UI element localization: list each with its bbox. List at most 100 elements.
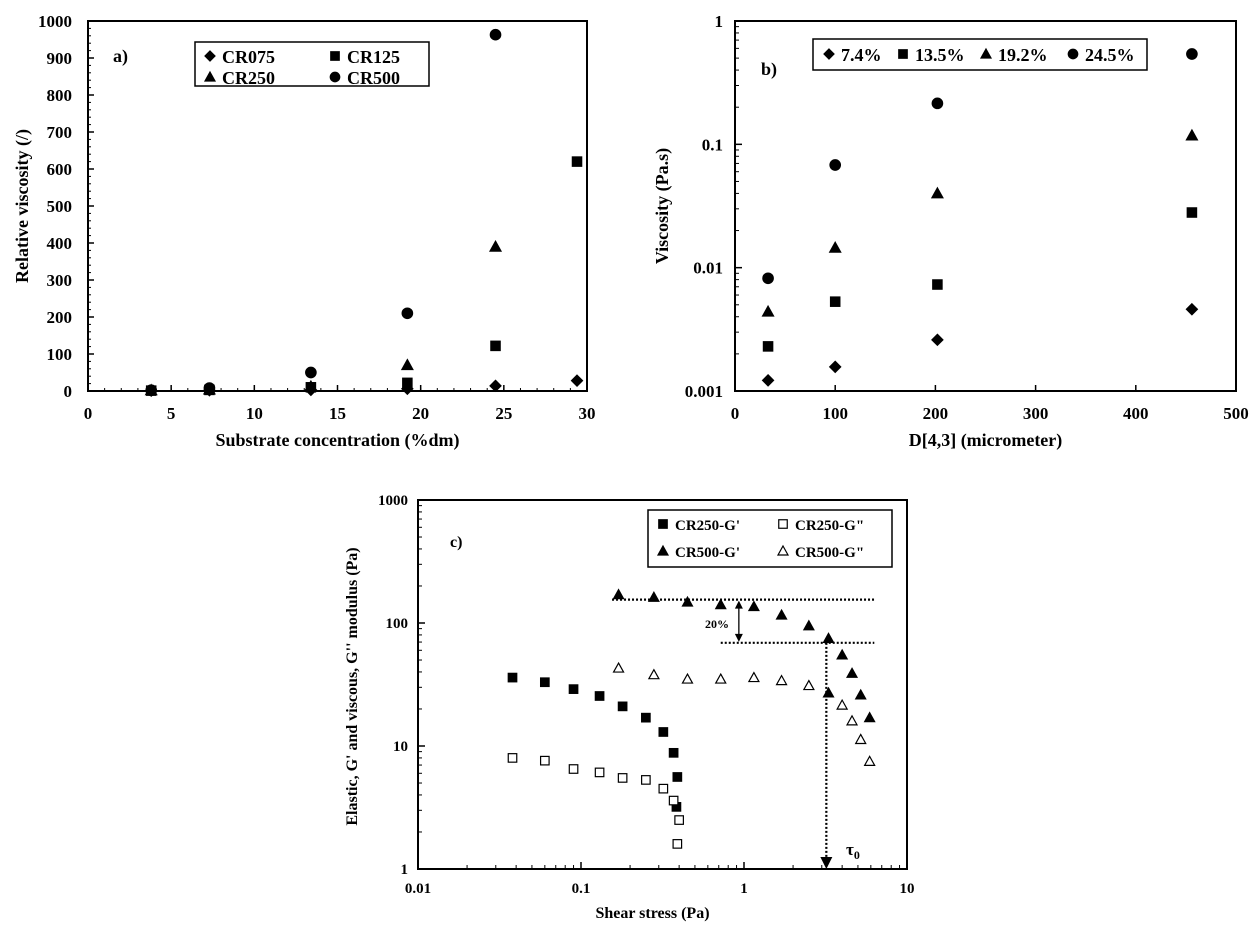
y-axis-label: Viscosity (Pa.s)	[652, 148, 673, 264]
legend-marker	[898, 49, 908, 59]
data-point	[854, 733, 867, 745]
data-point	[594, 691, 605, 701]
percent-drop-label: 20%	[705, 617, 729, 631]
y-tick-label: 10	[393, 739, 408, 755]
series-7-4	[761, 302, 1199, 387]
data-point	[863, 755, 876, 766]
series-cr250-g	[507, 753, 684, 849]
data-point	[568, 764, 579, 774]
data-point	[647, 668, 660, 680]
series-19-2	[761, 128, 1199, 317]
x-tick-label: 25	[495, 404, 512, 423]
legend-label: 7.4%	[841, 45, 882, 65]
x-tick-label: 300	[1023, 404, 1049, 423]
legend: 7.4% 13.5% 19.2% 24.5%	[812, 38, 1148, 71]
y-tick-label: 500	[47, 197, 73, 216]
data-point	[836, 698, 849, 710]
y-tick-label: 200	[47, 308, 73, 327]
data-point	[829, 159, 842, 171]
legend: CR250-G' CR250-G" CR500-G' CR500-G"	[647, 509, 893, 568]
chart-a: 0 100 200 300 400 500 600 700 800 900 1000 0 5 10 15 20…	[12, 12, 596, 451]
data-point	[570, 374, 584, 387]
x-tick-label: 0	[731, 404, 740, 423]
legend-box	[647, 509, 893, 568]
x-tick-label: 1	[740, 881, 748, 897]
data-point	[507, 672, 518, 683]
data-point	[822, 632, 835, 643]
series-13-5	[762, 207, 1198, 352]
data-point	[490, 340, 501, 352]
data-point	[762, 272, 774, 285]
data-point	[932, 279, 943, 290]
data-point	[761, 374, 775, 387]
data-point	[836, 648, 849, 660]
data-point	[775, 674, 788, 686]
legend-label: CR250	[222, 68, 275, 88]
y-tick-label: 1	[715, 12, 724, 31]
legend-label: CR500	[347, 68, 400, 88]
series-cr500	[145, 28, 502, 397]
data-point	[571, 156, 583, 167]
y-tick-label: 400	[47, 234, 73, 253]
data-point	[863, 711, 876, 723]
legend-marker	[329, 71, 341, 83]
x-tick-label: 5	[167, 404, 176, 423]
y-tick-label: 1	[401, 862, 409, 878]
data-point	[617, 773, 628, 783]
data-point	[402, 377, 413, 389]
chart-c: 1 10 100 1000 0.01 0.1 1 10 Shear stress (Pa) Ela…	[344, 493, 915, 922]
legend-box	[194, 41, 430, 87]
series-cr500-g	[612, 588, 876, 723]
x-tick-label: 0	[84, 404, 93, 423]
data-point	[617, 701, 628, 712]
legend-marker	[330, 51, 340, 61]
data-point	[568, 684, 579, 694]
y-tick-label: 800	[47, 86, 73, 105]
legend-label: CR500-G'	[675, 545, 740, 561]
legend: CR075 CR125 CR250 CR500	[194, 41, 430, 88]
x-axis-label: Substrate concentration (%dm)	[216, 430, 460, 451]
data-point	[846, 667, 859, 678]
y-tick-label: 900	[47, 49, 73, 68]
x-tick-label: 400	[1123, 404, 1149, 423]
series-cr250-g	[507, 672, 683, 812]
x-tick-label: 0.1	[572, 881, 591, 897]
data-point	[647, 590, 660, 602]
x-tick-label: 500	[1223, 404, 1249, 423]
panel-label: c)	[450, 534, 462, 551]
y-tick-label: 300	[47, 271, 73, 290]
plot-frame	[734, 20, 1237, 392]
data-point	[828, 241, 842, 253]
legend-marker	[778, 519, 788, 529]
data-point	[1186, 48, 1198, 60]
legend-label: 24.5%	[1085, 45, 1135, 65]
data-point	[612, 661, 625, 673]
data-point	[930, 186, 944, 199]
x-tick-label: 100	[822, 404, 848, 423]
data-point	[400, 358, 414, 371]
data-point	[854, 688, 867, 700]
series-24-5	[762, 48, 1198, 285]
legend-marker	[979, 47, 993, 59]
data-point	[828, 360, 842, 374]
data-point	[681, 595, 694, 607]
data-point	[304, 379, 318, 392]
legend-marker	[1067, 48, 1079, 60]
data-point	[594, 767, 605, 778]
y-tick-label: 0	[64, 382, 73, 401]
data-point	[931, 333, 944, 347]
data-point	[203, 382, 216, 394]
x-axis-label: D[4,3] (micrometer)	[909, 430, 1063, 451]
data-point	[802, 619, 815, 631]
data-point	[846, 714, 859, 726]
legend-marker	[656, 544, 670, 556]
panel-label: b)	[761, 59, 777, 80]
legend-label: CR500-G"	[795, 545, 864, 561]
y-tick-label: 0.01	[693, 259, 723, 278]
data-point	[761, 304, 775, 317]
x-tick-label: 15	[329, 404, 346, 423]
data-point	[1185, 128, 1199, 141]
legend-label: CR125	[347, 47, 400, 67]
data-point	[539, 755, 550, 766]
x-tick-label: 0.01	[405, 881, 431, 897]
